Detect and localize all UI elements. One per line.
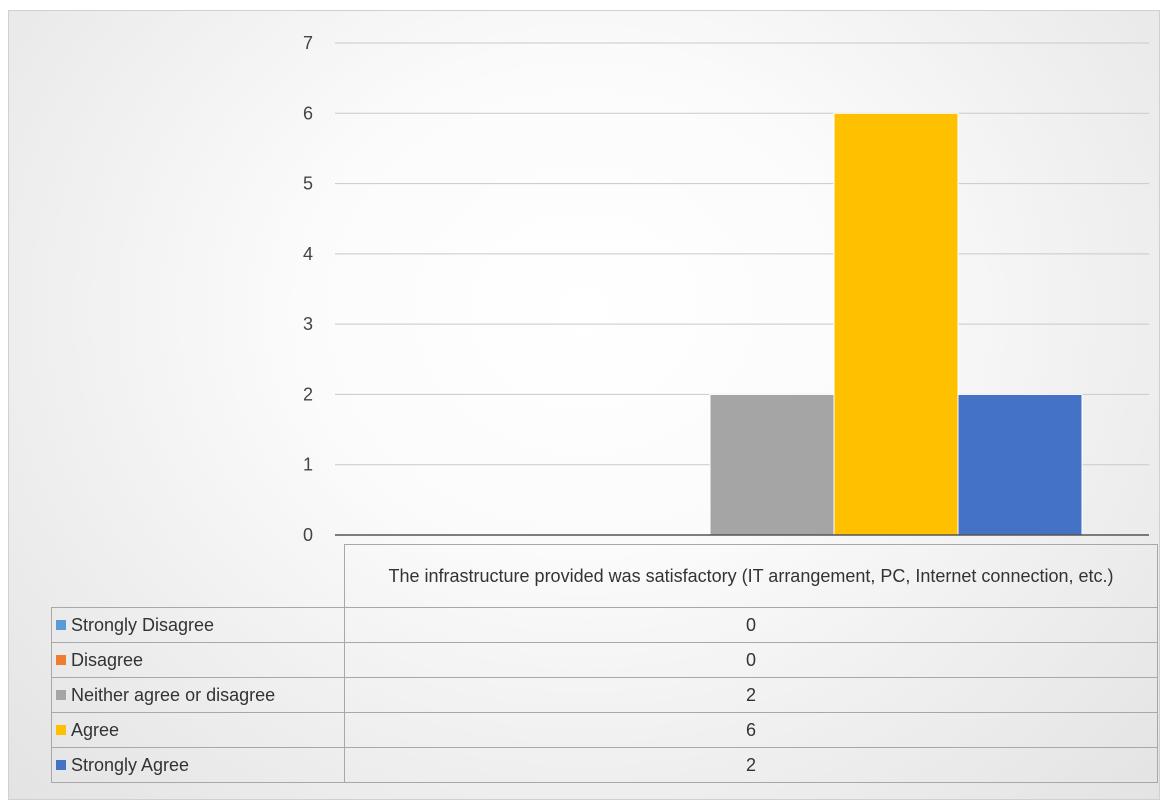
bar-neither-agree-or-disagree [709, 393, 835, 536]
table-row: Disagree 0 [51, 642, 1158, 678]
data-value: 6 [344, 712, 1158, 748]
y-tick-label: 0 [303, 525, 313, 545]
series-name: Agree [71, 719, 120, 740]
y-tick-label: 7 [303, 33, 313, 53]
table-row: Agree 6 [51, 712, 1158, 748]
legend-swatch [56, 689, 66, 700]
bar-strongly-agree [957, 393, 1083, 536]
legend-swatch [56, 724, 66, 735]
data-table: The infrastructure provided was satisfac… [51, 544, 1158, 783]
y-tick-label: 1 [303, 455, 313, 475]
table-row: Strongly Agree 2 [51, 747, 1158, 783]
series-name: Strongly Disagree [71, 614, 215, 635]
legend-entry: Strongly Disagree [51, 607, 345, 643]
data-value: 0 [344, 642, 1158, 678]
legend-entry: Strongly Agree [51, 747, 345, 783]
data-value: 2 [344, 677, 1158, 713]
data-value: 0 [344, 607, 1158, 643]
series-name: Disagree [71, 649, 144, 670]
table-corner [52, 545, 345, 608]
data-value: 2 [344, 747, 1158, 783]
plot-area: 0 1 2 3 4 5 6 7 [303, 33, 1149, 545]
legend-entry: Disagree [51, 642, 345, 678]
y-tick-label: 3 [303, 314, 313, 334]
table-header-row: The infrastructure provided was satisfac… [52, 544, 1158, 608]
legend-swatch [56, 654, 66, 665]
y-tick-label: 6 [303, 103, 313, 123]
chart-area: 0 1 2 3 4 5 6 7 The infrastructure provided was… [8, 10, 1160, 800]
legend-swatch [56, 759, 66, 770]
category-label: The infrastructure provided was satisfac… [344, 544, 1158, 608]
table-row: Strongly Disagree 0 [51, 607, 1158, 643]
series-name: Neither agree or disagree [71, 684, 276, 705]
legend-entry: Neither agree or disagree [51, 677, 345, 713]
series-name: Strongly Agree [71, 754, 190, 775]
table-row: Neither agree or disagree 2 [51, 677, 1158, 713]
y-tick-label: 4 [303, 244, 313, 264]
legend-swatch [56, 619, 66, 630]
bar-agree [833, 112, 959, 536]
legend-entry: Agree [51, 712, 345, 748]
y-tick-label: 2 [303, 384, 313, 404]
y-tick-label: 5 [303, 174, 313, 194]
